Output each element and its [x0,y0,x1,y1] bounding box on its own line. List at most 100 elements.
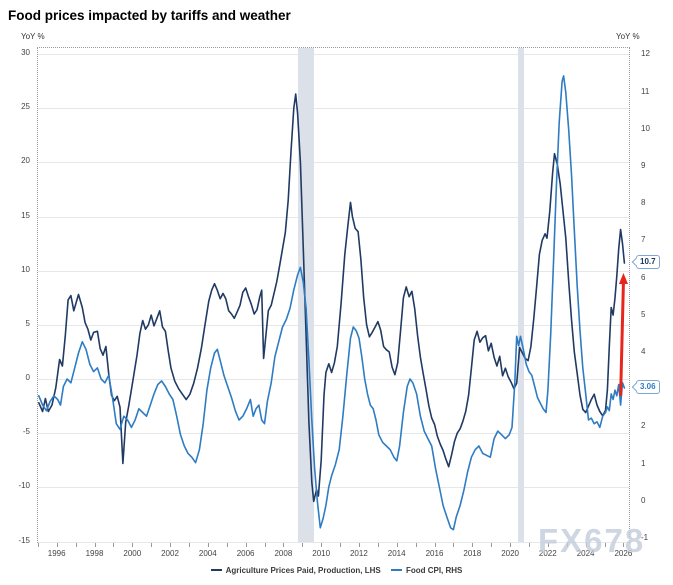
x-axis-tick-label: 2010 [312,549,331,558]
right-axis-tick-label: 12 [641,49,650,59]
x-axis-tick [245,543,247,547]
left-axis-tick-label: -5 [22,427,30,437]
legend: Agriculture Prices Paid, Production, LHS… [0,566,673,575]
right-axis-tick-label: 6 [641,272,646,282]
callout-food-cpi-text: 3.06 [640,382,656,391]
right-axis-unit-label: YoY % [616,32,640,41]
x-axis-tick-label: 2018 [463,549,482,558]
x-axis-tick-label: 2014 [387,549,406,558]
x-axis-tick [283,543,285,547]
left-axis-unit-label: YoY % [21,32,45,41]
legend-item-agriculture: Agriculture Prices Paid, Production, LHS [210,566,381,575]
series-line-agriculture [38,93,626,503]
x-axis-tick [529,543,530,547]
trend-arrow-head [618,273,628,285]
x-axis-tick [510,543,512,547]
x-axis-tick [56,543,58,547]
callout-agriculture-latest-value: 10.7 [636,255,660,270]
x-axis-tick [547,543,549,547]
right-axis-tick-label: 8 [641,198,646,208]
x-axis-tick [302,543,304,547]
gridline [38,54,629,55]
right-axis-tick-label: 9 [641,161,646,170]
x-axis-tick [604,543,606,547]
recession-band [298,48,315,542]
gridline [38,379,629,380]
x-axis-tick [340,543,342,547]
legend-dash-agriculture [210,569,222,571]
x-axis-tick-label: 1998 [85,549,104,558]
x-axis-tick-label: 2024 [576,549,595,558]
right-axis-tick-label: 4 [641,347,646,356]
left-axis-tick-label: 30 [21,48,30,57]
watermark: FX678 [538,522,646,559]
plot-area [37,47,630,543]
x-axis-tick [491,543,493,547]
x-axis-tick-label: 1996 [47,549,66,558]
right-axis-tick-label: 1 [641,458,646,468]
left-axis-tick-label: 0 [25,373,30,382]
right-axis-tick-label: 0 [641,495,646,505]
x-axis-tick [264,543,266,547]
gridline [38,108,629,110]
x-axis-tick [377,543,379,547]
x-axis-tick-label: 2008 [274,549,293,558]
x-axis-tick [226,543,228,547]
x-axis-tick [37,543,39,547]
legend-label-agriculture: Agriculture Prices Paid, Production, LHS [225,566,381,575]
gridline [38,270,629,272]
chart-title: Food prices impacted by tariffs and weat… [8,8,291,23]
x-axis-tick [94,543,96,547]
legend-label-food-cpi: Food CPI, RHS [405,566,463,575]
left-axis-tick-label: 10 [21,264,30,274]
left-axis-tick-label: 15 [21,210,30,220]
x-axis-tick-label: 2004 [198,549,217,558]
right-axis-tick-label: 5 [641,309,646,319]
right-axis-tick-label: 11 [641,86,650,96]
x-axis-tick [623,543,625,547]
right-axis-tick-label: 10 [641,123,650,133]
right-axis-tick-label: -1 [641,533,649,542]
recession-band [517,48,525,542]
left-axis-tick-label: 25 [21,102,30,112]
series-canvas [38,75,628,531]
x-axis-tick-label: 2020 [501,549,519,558]
trend-arrow-shaft [619,280,625,396]
callout-food-cpi-latest-value: 3.06 [636,380,660,394]
x-axis-tick [453,543,455,547]
left-axis-tick-label: -15 [18,535,30,545]
x-axis-tick-label: 2006 [236,549,255,558]
legend-item-food-cpi: Food CPI, RHS [390,566,463,575]
x-axis-tick [132,543,134,547]
x-axis-tick-label: 2002 [161,549,179,558]
x-axis-tick [472,543,474,547]
x-axis-tick [396,543,398,547]
gridline [38,541,629,543]
right-axis-tick-label: 2 [641,421,646,431]
x-axis-tick [170,543,171,547]
x-axis-tick [358,543,360,547]
x-axis-tick-label: 2026 [614,549,633,558]
x-axis-tick-label: 2022 [538,549,557,558]
gridline [38,216,629,218]
right-axis-tick-label: 7 [641,235,646,245]
x-axis-tick [113,543,115,547]
gridline [38,324,629,326]
callout-agriculture-text: 10.7 [640,257,656,267]
left-axis-tick-label: 5 [25,318,30,328]
x-axis-tick [415,543,417,547]
legend-dash-food-cpi [390,569,402,571]
x-axis-tick [585,543,587,547]
left-axis-tick-label: 20 [21,156,30,166]
x-axis-tick-label: 2012 [349,549,368,558]
x-axis-tick [321,543,323,547]
x-axis-tick [151,543,153,547]
x-axis-tick-label: 2016 [425,549,444,558]
gridline [38,433,629,435]
gridline [38,487,629,489]
x-axis-tick [75,543,77,547]
x-axis-tick-label: 2000 [123,549,142,558]
series-line-food-cpi [38,75,626,531]
x-axis-tick [566,543,568,547]
